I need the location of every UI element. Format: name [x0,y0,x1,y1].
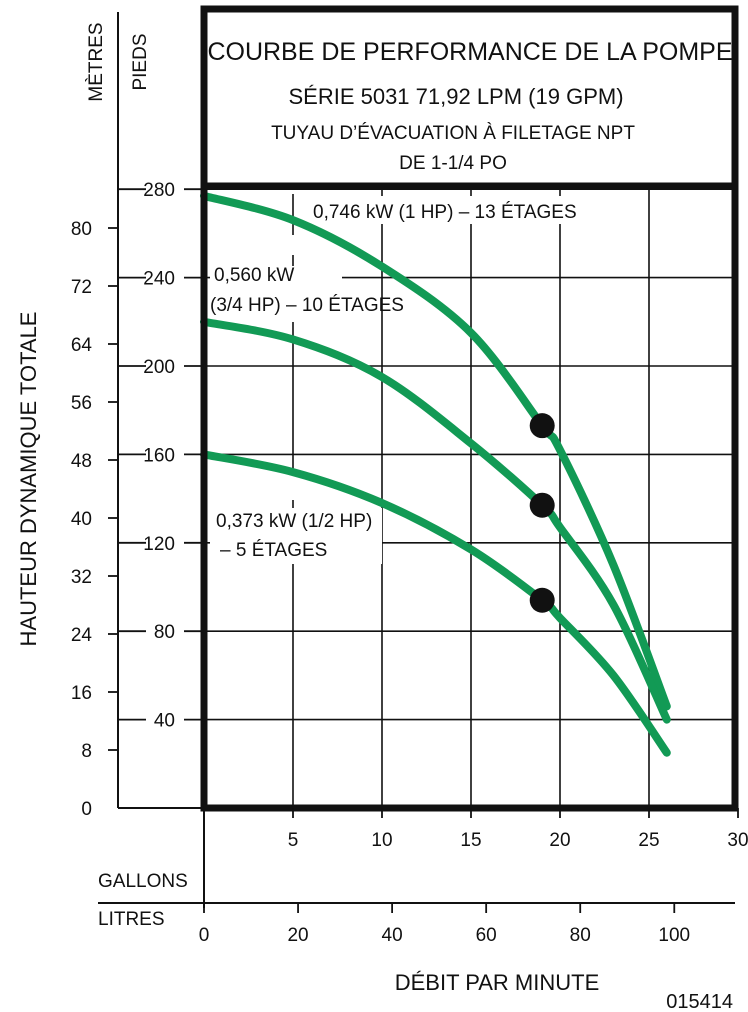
chart-subtitle-3: DE 1-1/4 PO [399,153,507,174]
grid-lines [204,186,735,810]
feet-label-backdrop [146,707,184,732]
feet-tick-label: 80 [154,622,175,643]
gallons-tick-label: 10 [371,830,392,851]
meters-tick-label: 0 [81,799,92,820]
y-unit-feet: PIEDS [130,33,151,90]
performance-curve-3 [200,450,671,757]
chart-title: COURBE DE PERFORMANCE DE LA POMPE [207,38,732,66]
curve-label-2-line-2: (3/4 HP) – 10 ÉTAGES [210,295,404,316]
x-axis-label: DÉBIT PAR MINUTE [395,970,600,995]
curve-group [200,191,671,757]
title-box: COURBE DE PERFORMANCE DE LA POMPE SÉRIE … [207,38,732,174]
gallons-tick-label: 5 [288,830,299,851]
chart-subtitle-1: SÉRIE 5031 71,92 LPM (19 GPM) [288,84,623,109]
feet-tick-label: 240 [143,269,175,290]
liters-tick-label: 0 [199,925,210,946]
y-axis-label: HAUTEUR DYNAMIQUE TOTALE [16,312,41,647]
performance-curve-2 [200,317,671,724]
gallons-tick-label: 15 [460,830,481,851]
feet-label-backdrop [146,442,184,467]
curve-label-1-line-1: 0,746 kW (1 HP) – 13 ÉTAGES [313,202,577,223]
feet-tick-label: 280 [143,180,175,201]
meters-tick-label: 24 [71,625,93,646]
figure-code: 015414 [666,991,733,1012]
rated-point-marker-1 [529,413,555,439]
axes-group [98,12,739,913]
meters-tick-label: 72 [71,277,92,298]
feet-label-backdrop [146,530,184,555]
plot-border [200,5,739,812]
feet-label-backdrop [146,354,184,378]
feet-tick-label: 200 [143,357,175,378]
gallons-tick-label: 30 [727,830,748,851]
liters-tick-label: 80 [570,925,591,946]
meters-tick-label: 32 [71,567,92,588]
liters-tick-label: 20 [287,925,308,946]
chart-subtitle-2: TUYAU D’ÉVACUATION À FILETAGE NPT [271,123,635,144]
feet-label-backdrop [146,177,184,202]
gallons-tick-label: 25 [638,830,659,851]
rated-point-marker-2 [529,492,555,518]
feet-label-backdrop [146,265,184,290]
curve-label-3-line-1: 0,373 kW (1/2 HP) [216,511,372,532]
meters-tick-label: 80 [71,219,92,240]
label-backdrop [300,196,630,224]
y-unit-meters: MÈTRES [86,22,107,101]
rated-point-marker-3 [529,587,555,613]
meters-tick-label: 40 [71,509,92,530]
x-unit-liters: LITRES [98,909,165,930]
liters-tick-label: 40 [382,925,403,946]
meters-tick-label: 16 [71,683,92,704]
label-backdrop [210,508,382,564]
liters-tick-label: 100 [658,925,690,946]
label-group: MÈTRES PIEDS HAUTEUR DYNAMIQUE TOTALE GA… [16,22,748,1012]
performance-curve-1 [200,191,671,711]
liters-tick-label: 60 [476,925,497,946]
feet-label-backdrop [146,619,184,644]
curve-label-3-line-2: – 5 ÉTAGES [220,540,327,561]
meters-tick-label: 64 [71,335,93,356]
meters-tick-label: 48 [71,451,92,472]
gallons-tick-label: 20 [549,830,570,851]
plot-frame [200,5,739,812]
label-backdrop [210,266,342,322]
feet-tick-label: 160 [143,445,175,466]
meters-tick-label: 56 [71,393,92,414]
feet-tick-label: 120 [143,534,175,555]
feet-tick-label: 40 [154,711,175,732]
x-unit-gallons: GALLONS [98,871,188,892]
meters-tick-label: 8 [81,741,92,762]
curve-label-2-line-1: 0,560 kW [214,265,294,286]
